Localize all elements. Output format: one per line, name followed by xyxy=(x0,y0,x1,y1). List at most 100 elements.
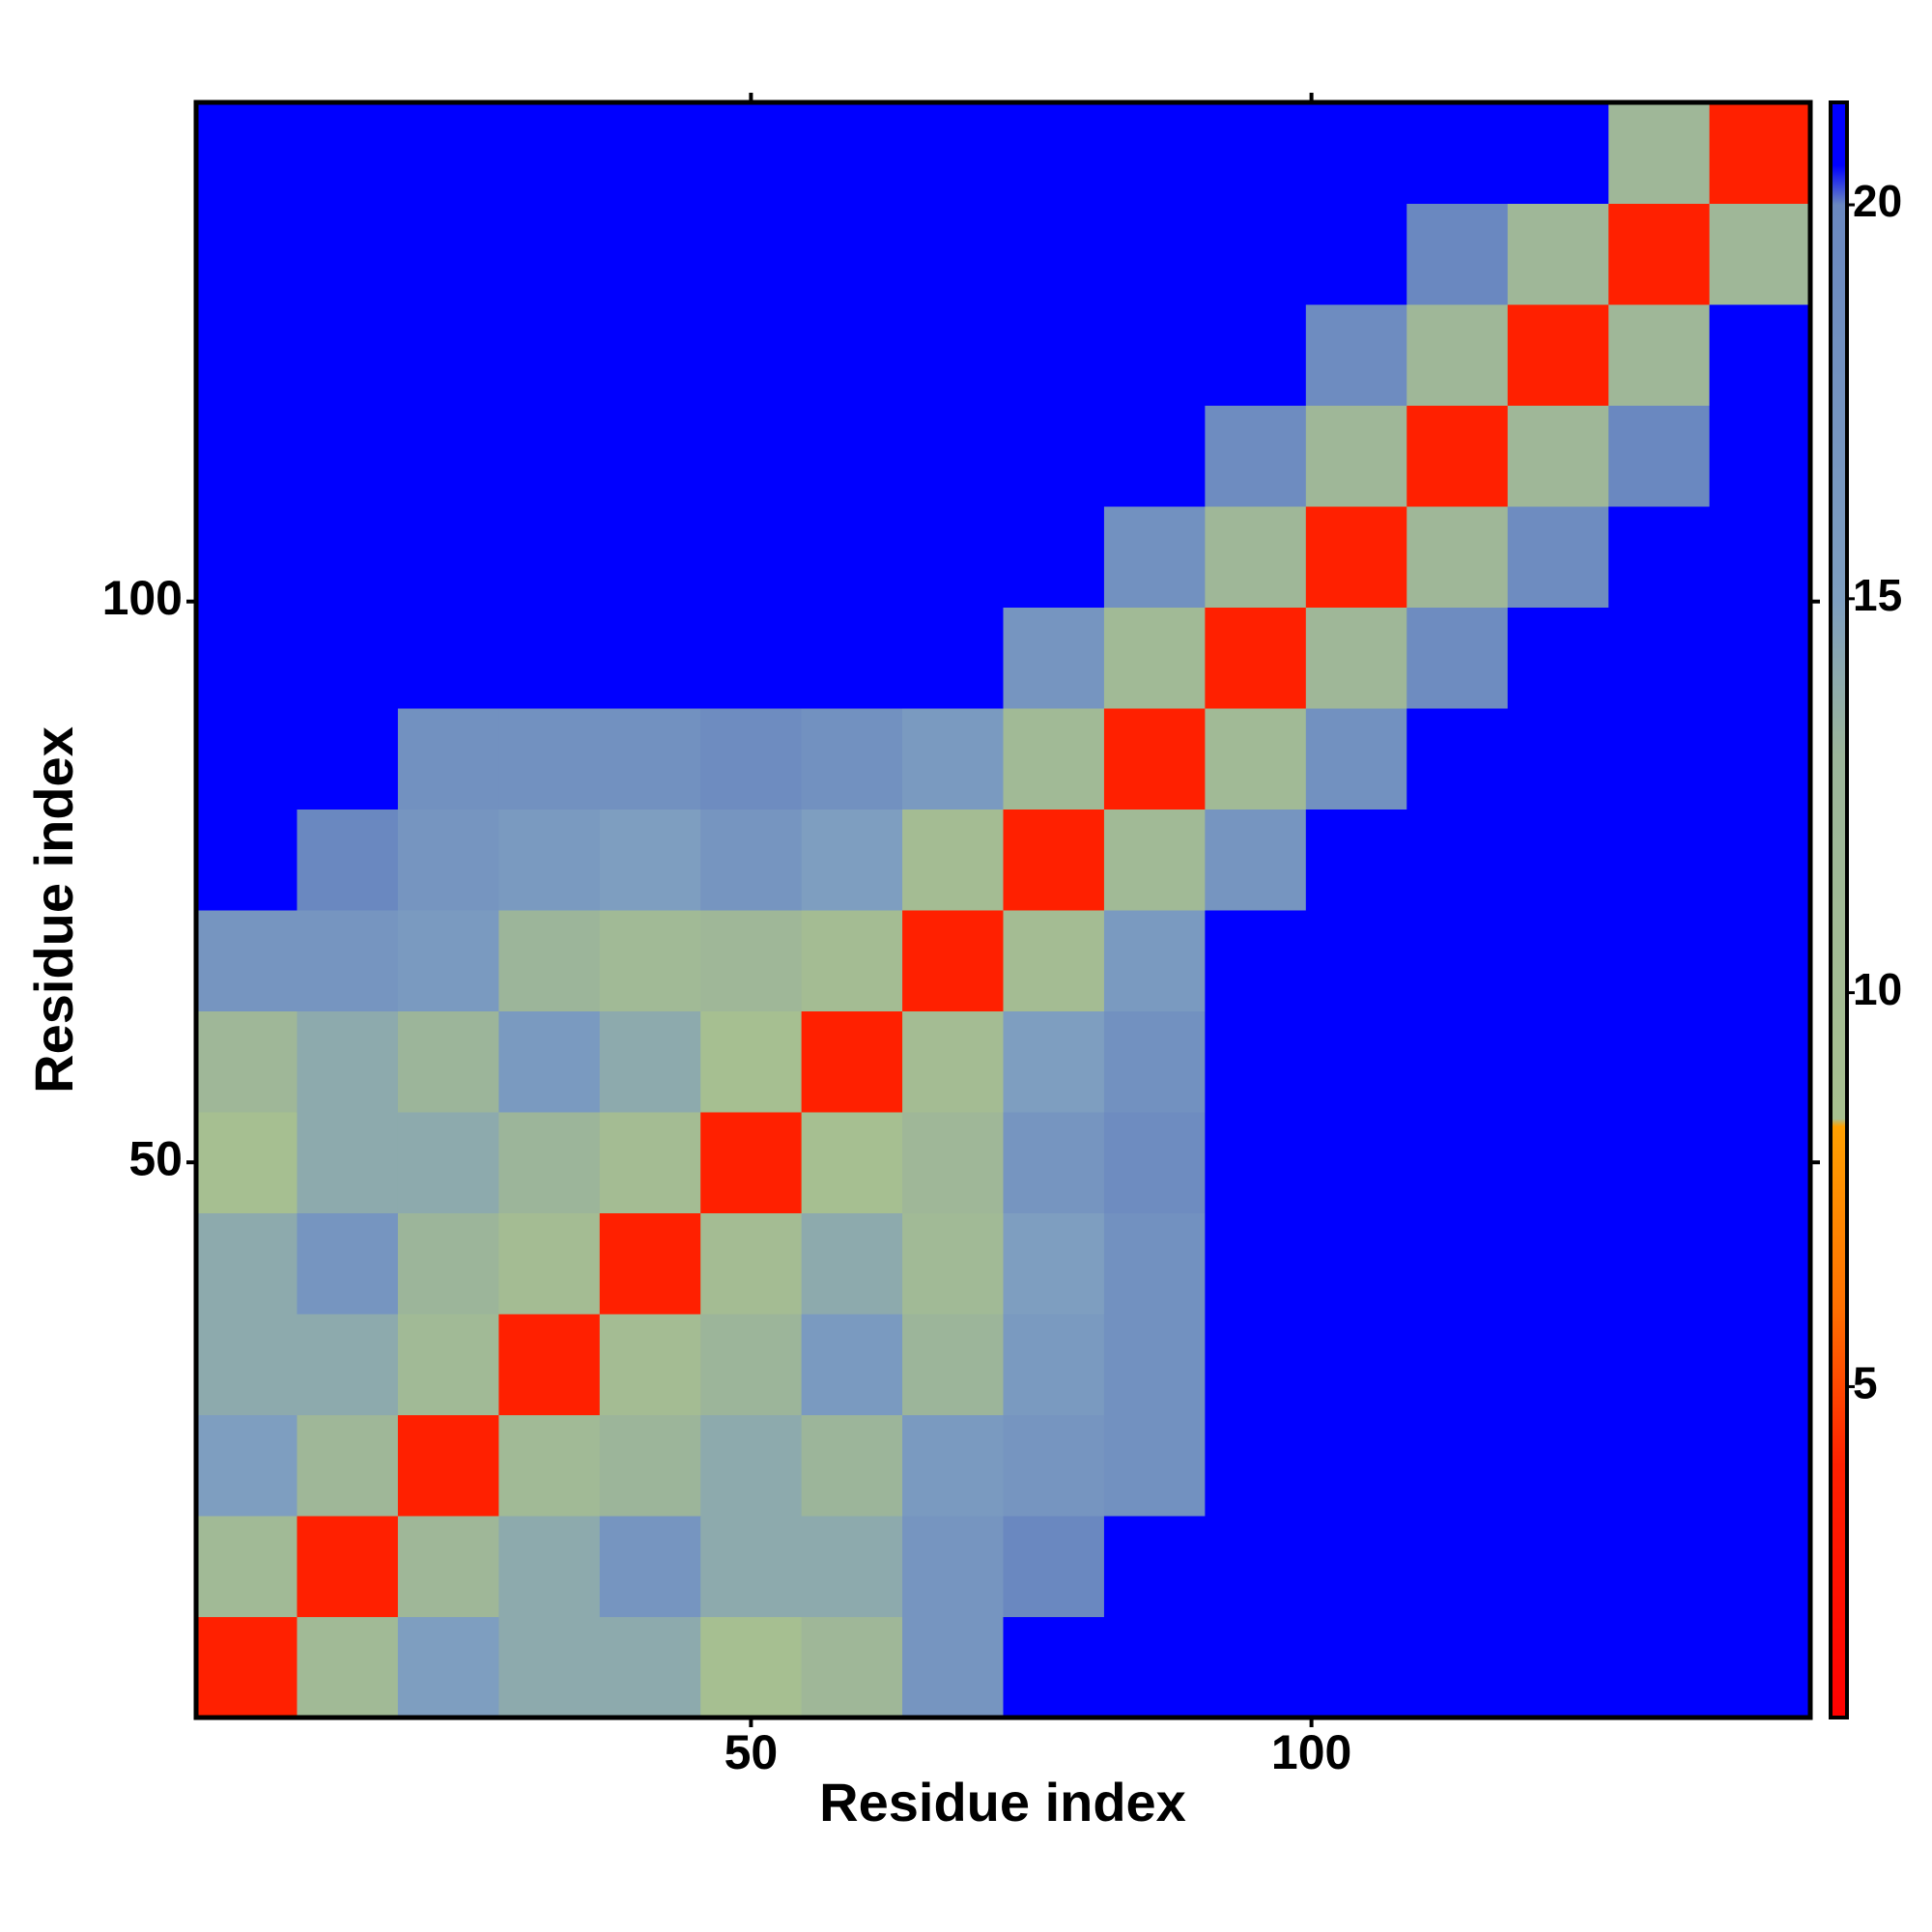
heatmap-cell xyxy=(1507,607,1609,709)
heatmap-cell xyxy=(700,1616,803,1719)
heatmap-cell xyxy=(1103,1516,1206,1617)
heatmap-cell xyxy=(700,1212,803,1315)
heatmap-cell xyxy=(196,203,298,305)
heatmap-cell xyxy=(599,1112,701,1213)
heatmap-cell xyxy=(801,304,903,406)
heatmap-cell xyxy=(297,405,399,507)
heatmap-cell xyxy=(1406,1414,1509,1517)
heatmap-cell xyxy=(1507,1212,1609,1315)
heatmap-cell xyxy=(1003,304,1105,406)
x-tick-label: 100 xyxy=(1271,1725,1351,1779)
heatmap-cell xyxy=(196,708,298,810)
heatmap-cell xyxy=(902,1212,1004,1315)
heatmap-cell xyxy=(801,506,903,608)
heatmap-cell xyxy=(801,1314,903,1415)
heatmap-cell xyxy=(1103,405,1206,507)
heatmap-cell xyxy=(297,708,399,810)
heatmap-cell xyxy=(1103,304,1206,406)
heatmap-cell xyxy=(700,405,803,507)
heatmap-cell xyxy=(498,1314,601,1415)
heatmap-cell xyxy=(1205,607,1307,709)
heatmap-cell xyxy=(902,910,1004,1011)
heatmap-cell xyxy=(1709,506,1811,608)
heatmap-cell xyxy=(801,203,903,305)
heatmap xyxy=(196,102,1811,1719)
heatmap-cell xyxy=(1507,102,1609,204)
heatmap-cell xyxy=(1305,1010,1407,1113)
heatmap-cell xyxy=(1003,809,1105,911)
heatmap-cell xyxy=(599,809,701,911)
heatmap-cell xyxy=(902,203,1004,305)
heatmap-cell xyxy=(700,102,803,204)
heatmap-cell xyxy=(1406,1616,1509,1719)
heatmap-cell xyxy=(599,203,701,305)
heatmap-cell xyxy=(1305,1616,1407,1719)
heatmap-cell xyxy=(1305,1516,1407,1617)
heatmap-cell xyxy=(801,1112,903,1213)
heatmap-cell xyxy=(397,304,499,406)
x-axis-title: Residue index xyxy=(819,1772,1186,1833)
heatmap-cell xyxy=(1406,809,1509,911)
heatmap-cell xyxy=(1709,203,1811,305)
heatmap-cell xyxy=(1103,1414,1206,1517)
heatmap-cell xyxy=(1205,1314,1307,1415)
heatmap-cell xyxy=(700,1516,803,1617)
heatmap-cell xyxy=(1205,405,1307,507)
heatmap-cell xyxy=(902,304,1004,406)
heatmap-cell xyxy=(1608,1414,1711,1517)
heatmap-cell xyxy=(1205,506,1307,608)
heatmap-cell xyxy=(196,405,298,507)
heatmap-cell xyxy=(1205,1616,1307,1719)
heatmap-cell xyxy=(1406,405,1509,507)
heatmap-cell xyxy=(700,809,803,911)
heatmap-cell xyxy=(1003,102,1105,204)
heatmap-cell xyxy=(1406,304,1509,406)
heatmap-cell xyxy=(1608,304,1711,406)
heatmap-cell xyxy=(196,1112,298,1213)
heatmap-cell xyxy=(498,1516,601,1617)
heatmap-cell xyxy=(1103,102,1206,204)
heatmap-cell xyxy=(599,1314,701,1415)
heatmap-cell xyxy=(1608,1112,1711,1213)
heatmap-cell xyxy=(1205,102,1307,204)
heatmap-cell xyxy=(1608,203,1711,305)
heatmap-cell xyxy=(498,607,601,709)
heatmap-cell xyxy=(902,1616,1004,1719)
heatmap-cell xyxy=(1103,1314,1206,1415)
heatmap-cell xyxy=(196,1616,298,1719)
heatmap-cell xyxy=(196,1516,298,1617)
heatmap-cell xyxy=(599,1616,701,1719)
heatmap-cell xyxy=(397,1414,499,1517)
heatmap-cell xyxy=(1305,304,1407,406)
heatmap-cell xyxy=(397,102,499,204)
heatmap-cell xyxy=(1205,1516,1307,1617)
heatmap-cell xyxy=(700,1414,803,1517)
heatmap-cell xyxy=(498,405,601,507)
heatmap-cell xyxy=(297,506,399,608)
heatmap-cell xyxy=(801,1414,903,1517)
heatmap-cell xyxy=(599,102,701,204)
heatmap-cell xyxy=(1205,910,1307,1011)
heatmap-cell xyxy=(1709,304,1811,406)
heatmap-cell xyxy=(297,1212,399,1315)
heatmap-cell xyxy=(1608,1314,1711,1415)
heatmap-cell xyxy=(801,607,903,709)
heatmap-cell xyxy=(700,203,803,305)
heatmap-cell xyxy=(498,708,601,810)
heatmap-cell xyxy=(297,1516,399,1617)
colorbar-tick-label: 15 xyxy=(1853,570,1902,620)
heatmap-cell xyxy=(1608,1616,1711,1719)
heatmap-cell xyxy=(1608,607,1711,709)
colorbar-tick-label: 20 xyxy=(1853,176,1902,226)
heatmap-cell xyxy=(196,1314,298,1415)
heatmap-cell xyxy=(599,304,701,406)
heatmap-cell xyxy=(1205,304,1307,406)
heatmap-cell xyxy=(1709,607,1811,709)
heatmap-cell xyxy=(196,506,298,608)
heatmap-cell xyxy=(1709,1010,1811,1113)
heatmap-cell xyxy=(1406,1516,1509,1617)
heatmap-cell xyxy=(196,102,298,204)
heatmap-cell xyxy=(297,607,399,709)
heatmap-cell xyxy=(1709,809,1811,911)
heatmap-cell xyxy=(498,506,601,608)
